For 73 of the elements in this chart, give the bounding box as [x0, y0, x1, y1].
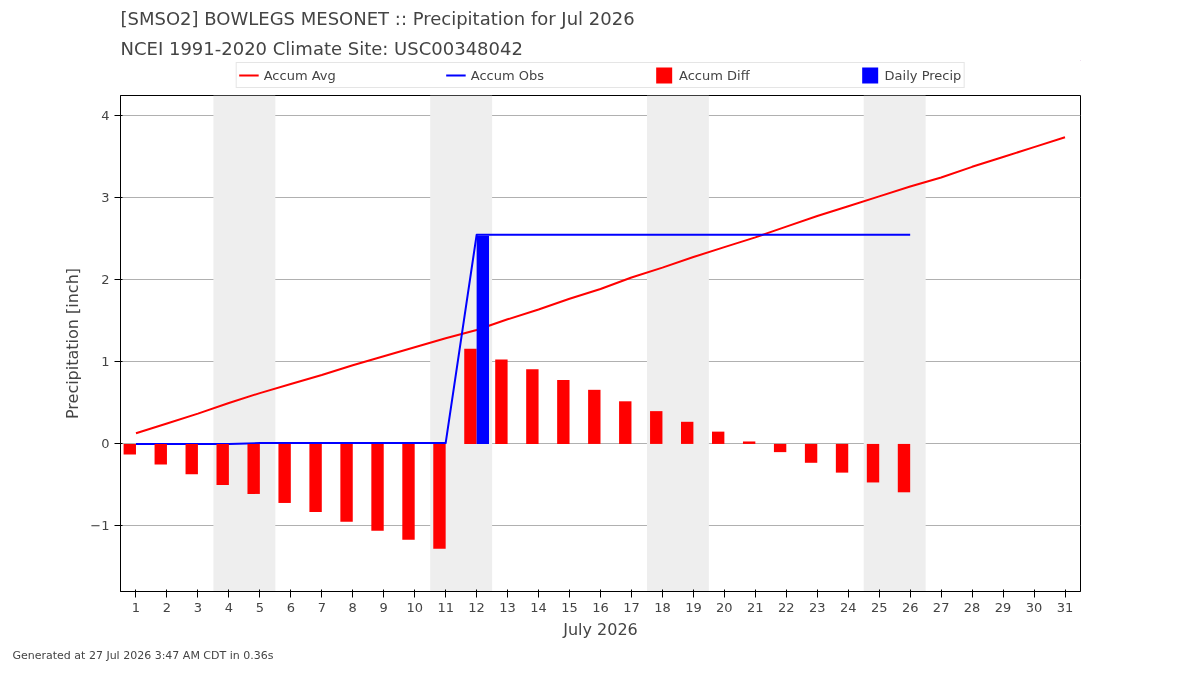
- x-tick-label: 12: [468, 599, 485, 615]
- x-tick-label: 19: [685, 599, 702, 615]
- x-tick-label: 29: [994, 599, 1012, 615]
- x-tick-label: 8: [348, 599, 357, 615]
- chart-subtitle: NCEI 1991-2020 Climate Site: USC00348042: [120, 37, 523, 59]
- bar: [557, 379, 570, 444]
- bar: [835, 443, 849, 473]
- y-tick-label: 0: [101, 436, 110, 452]
- legend-label: Accum Obs: [470, 67, 545, 83]
- bar: [773, 443, 787, 453]
- bar: [278, 443, 291, 503]
- x-tick-label: 4: [224, 599, 234, 615]
- x-tick-label: 25: [870, 599, 888, 615]
- bar: [650, 411, 663, 444]
- x-tick-label: 14: [530, 599, 547, 615]
- legend-label: Accum Avg: [263, 67, 336, 83]
- x-tick-label: 27: [932, 599, 950, 615]
- y-axis-title: Precipitation [inch]: [63, 267, 83, 420]
- x-tick-label: 6: [286, 599, 295, 615]
- x-tick-label: 30: [1025, 599, 1043, 615]
- x-tick-label: 9: [379, 599, 388, 615]
- bar: [495, 359, 508, 444]
- bar: [247, 443, 260, 494]
- text: Generated at 27 Jul 2026 3:47 AM CDT in 0.36s: [12, 648, 274, 662]
- bar: [804, 443, 818, 463]
- bar: [309, 443, 322, 512]
- legend-label: Daily Precip: [884, 67, 962, 83]
- y-tick-label: 4: [101, 108, 110, 124]
- x-tick-label: 10: [406, 599, 423, 615]
- x-tick-label: 17: [623, 599, 640, 615]
- bar: [216, 443, 229, 485]
- bar: [371, 443, 384, 531]
- bar: [742, 441, 756, 444]
- bar: [402, 443, 415, 540]
- x-tick-label: 28: [963, 599, 981, 615]
- x-tick-label: 7: [317, 599, 326, 615]
- chart-title: [SMSO2] BOWLEGS MESONET :: Precipitation for Jul 2026: [120, 7, 635, 29]
- y-tick-label: 2: [101, 272, 110, 288]
- bar: [681, 421, 694, 444]
- x-tick-label: 23: [809, 599, 826, 615]
- y-tick-label: −1: [90, 518, 110, 534]
- x-tick-label: 31: [1056, 599, 1074, 615]
- legend-label: Accum Diff: [679, 67, 750, 83]
- x-tick-label: 16: [592, 599, 609, 615]
- bar: [711, 431, 725, 444]
- bar: [154, 443, 167, 465]
- bar: [464, 348, 477, 444]
- bar: [526, 369, 539, 444]
- x-tick-label: 18: [654, 599, 671, 615]
- x-axis-title: July 2026: [562, 619, 638, 639]
- y-tick-label: 1: [101, 354, 110, 370]
- x-tick-label: 5: [255, 599, 264, 615]
- x-tick-label: 15: [561, 599, 578, 615]
- x-tick-label: 3: [193, 599, 203, 615]
- x-tick-label: 22: [778, 599, 795, 615]
- x-tick-label: 2: [162, 599, 172, 615]
- x-tick-label: 20: [716, 599, 733, 615]
- bar: [185, 443, 198, 475]
- x-tick-label: 24: [839, 599, 857, 615]
- x-tick-label: 11: [437, 599, 454, 615]
- bar: [588, 389, 601, 444]
- bar: [619, 401, 632, 444]
- x-tick-label: 21: [747, 599, 764, 615]
- bar: [340, 443, 353, 522]
- bar: [866, 443, 880, 483]
- line-series: [134, 136, 1067, 435]
- bar: [433, 443, 446, 549]
- x-tick-label: 1: [131, 599, 141, 615]
- bar: [897, 443, 911, 493]
- x-tick-label: 13: [499, 599, 516, 615]
- y-tick-label: 3: [101, 190, 110, 206]
- bar: [123, 443, 136, 455]
- x-tick-label: 26: [901, 599, 919, 615]
